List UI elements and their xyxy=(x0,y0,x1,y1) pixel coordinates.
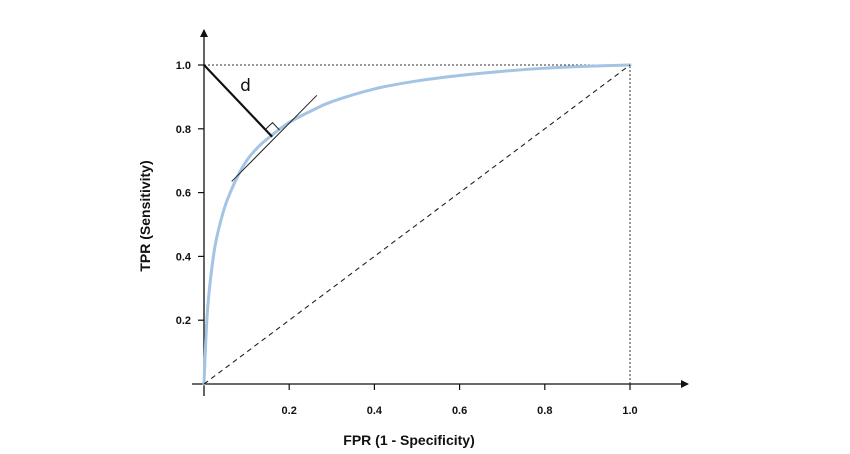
chance-diagonal-series xyxy=(203,64,631,385)
x-tick-label: 1.0 xyxy=(622,405,637,417)
x-tick-label: 0.4 xyxy=(367,405,383,417)
reference-lines xyxy=(204,64,631,384)
x-tick-label: 0.6 xyxy=(452,405,467,417)
axis-ticks: 0.2 0.4 0.6 0.8 1.0 0.2 0.4 0.6 0.8 1.0 xyxy=(176,60,638,417)
x-tick-label: 0.8 xyxy=(537,405,552,417)
distance-d-label: d xyxy=(240,76,251,96)
x-tick-label: 0.2 xyxy=(282,405,297,417)
y-tick-label: 0.6 xyxy=(176,188,191,200)
y-tick-label: 0.8 xyxy=(176,124,191,136)
distance-d-segment xyxy=(203,64,273,138)
y-tick-label: 1.0 xyxy=(176,60,191,72)
x-axis-title: FPR (1 - Specificity) xyxy=(343,432,474,448)
tangent-line xyxy=(231,94,318,182)
right-angle-marker xyxy=(264,121,280,131)
y-tick-label: 0.2 xyxy=(176,315,191,327)
y-tick-label: 0.4 xyxy=(176,251,192,263)
annotations: d xyxy=(203,64,318,182)
roc-curve-series xyxy=(202,63,632,386)
series xyxy=(202,63,632,386)
y-axis-title: TPR (Sensitivity) xyxy=(137,160,153,271)
